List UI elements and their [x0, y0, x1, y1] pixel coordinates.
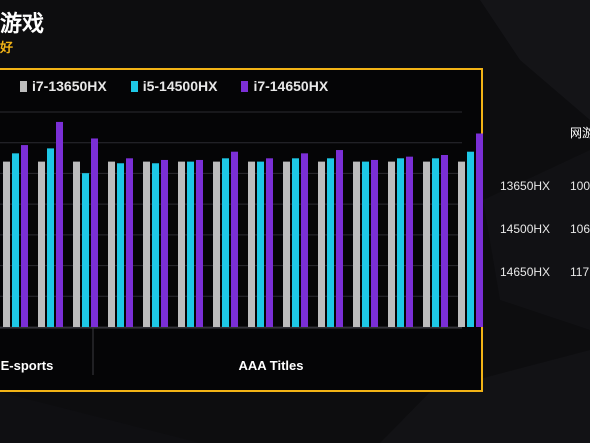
legend-label: i5-14500HX: [142, 78, 218, 94]
bar: [476, 133, 483, 327]
bar: [318, 161, 325, 327]
bar: [362, 161, 369, 327]
bar: [152, 163, 159, 327]
bar: [178, 161, 185, 327]
legend-item-series-2: i5-14500HX: [130, 78, 218, 94]
bar: [12, 153, 19, 327]
group-label-aaa-titles: AAA Titles: [238, 358, 303, 373]
bar: [222, 158, 229, 327]
bar: [266, 158, 273, 327]
side-table-header: 网游: [570, 126, 590, 140]
side-row-label: 14500HX: [500, 222, 551, 236]
bar: [467, 151, 474, 327]
bar: [196, 159, 203, 327]
bar: [432, 158, 439, 327]
legend-swatch-gray: [20, 80, 27, 92]
bar: [301, 153, 308, 327]
side-row-label: 14650HX: [500, 265, 551, 279]
bar: [441, 155, 448, 327]
bar: [38, 161, 45, 327]
bar: [21, 145, 28, 327]
bar: [292, 158, 299, 327]
side-row-value: 106: [570, 222, 590, 236]
bar: [423, 161, 430, 327]
bar: [47, 148, 54, 327]
page-subtitle: 好: [0, 40, 14, 55]
bar: [73, 161, 80, 327]
side-row-value: 100: [570, 179, 590, 193]
bar: [108, 161, 115, 327]
bar: [187, 161, 194, 327]
bar: [56, 121, 63, 327]
bar: [3, 161, 10, 327]
group-label-esports: E-sports: [1, 358, 54, 373]
bar: [397, 158, 404, 327]
bar: [231, 151, 238, 327]
bar: [213, 161, 220, 327]
bar: [327, 158, 334, 327]
legend-item-series-3: i7-14650HX: [241, 78, 328, 94]
legend-swatch-cyan: [130, 80, 138, 92]
bar: [388, 161, 395, 327]
legend-swatch-purple: [241, 80, 249, 92]
bar: [336, 150, 343, 327]
bar: [458, 161, 465, 327]
bar: [248, 161, 255, 327]
bar: [353, 161, 360, 327]
bar: [257, 161, 264, 327]
legend-item-series-1: i7-13650HX: [20, 78, 107, 94]
bar: [283, 161, 290, 327]
legend-label: i7-14650HX: [253, 78, 329, 94]
legend-label: i7-13650HX: [32, 78, 107, 94]
bar: [161, 159, 168, 327]
bar: [91, 138, 98, 327]
bar: [117, 163, 124, 327]
side-row-label: 13650HX: [500, 179, 551, 193]
bar: [126, 158, 133, 327]
bar: [143, 161, 150, 327]
bar: [82, 173, 89, 327]
page-title: 游戏: [0, 11, 45, 36]
side-row-value: 117.1: [570, 265, 590, 279]
bar: [406, 156, 413, 327]
chart-legend: i7-13650HX i5-14500HX i7-14650HX: [20, 77, 352, 95]
bar: [371, 159, 378, 327]
